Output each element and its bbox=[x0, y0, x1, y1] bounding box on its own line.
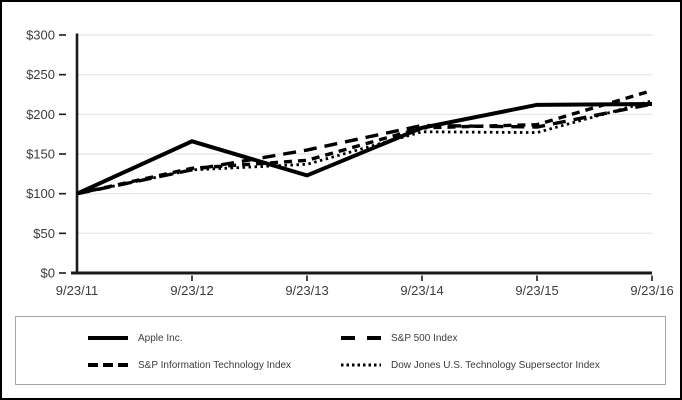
series-line-apple-inc bbox=[76, 102, 653, 196]
y-axis-label: $300 bbox=[26, 28, 55, 43]
y-axis-label: $250 bbox=[26, 67, 55, 82]
legend-label-sp500: S&P 500 Index bbox=[391, 332, 458, 344]
legend-label-apple: Apple Inc. bbox=[138, 332, 183, 344]
legend-item-sp500: S&P 500 Index bbox=[341, 331, 458, 345]
x-axis-label: 9/23/15 bbox=[515, 283, 558, 298]
y-axis-label: $50 bbox=[33, 226, 55, 241]
x-axis-label: 9/23/11 bbox=[56, 283, 98, 298]
legend-label-sp-info-tech: S&P Information Technology Index bbox=[138, 359, 292, 371]
series-line-s-p-information-technology-index bbox=[76, 88, 653, 196]
legend-item-dow-jones-tech: Dow Jones U.S. Technology Supersector In… bbox=[341, 358, 600, 372]
chart-legend: Apple Inc. S&P 500 Index S&P Information… bbox=[15, 316, 666, 385]
y-axis-label: $200 bbox=[26, 107, 55, 122]
legend-item-sp-info-tech: S&P Information Technology Index bbox=[88, 358, 291, 372]
y-axis-label: $0 bbox=[41, 266, 55, 281]
legend-swatch-solid-line bbox=[88, 336, 128, 340]
series-line-s-p-500-index bbox=[76, 102, 653, 196]
line-chart-plot-area: $0 $50 $100 $150 $200 $250 $300 9/23/11 9/23/12 9… bbox=[26, 28, 674, 299]
x-axis-label: 9/23/12 bbox=[170, 283, 213, 298]
x-axis-label: 9/23/14 bbox=[400, 283, 443, 298]
legend-swatch-short-dash-line bbox=[88, 363, 128, 367]
x-axis-label: 9/23/16 bbox=[630, 283, 673, 298]
legend-swatch-long-dash-line bbox=[341, 336, 381, 340]
legend-swatch-dotted-line bbox=[341, 363, 381, 367]
y-axis-label: $150 bbox=[26, 147, 55, 162]
legend-label-dow-jones-tech: Dow Jones U.S. Technology Supersector In… bbox=[391, 359, 600, 371]
series-line-dow-jones-u-s-technology-supersector-index bbox=[76, 99, 653, 196]
y-axis-label: $100 bbox=[26, 186, 55, 201]
legend-item-apple: Apple Inc. bbox=[88, 331, 182, 345]
x-axis-label: 9/23/13 bbox=[285, 283, 328, 298]
